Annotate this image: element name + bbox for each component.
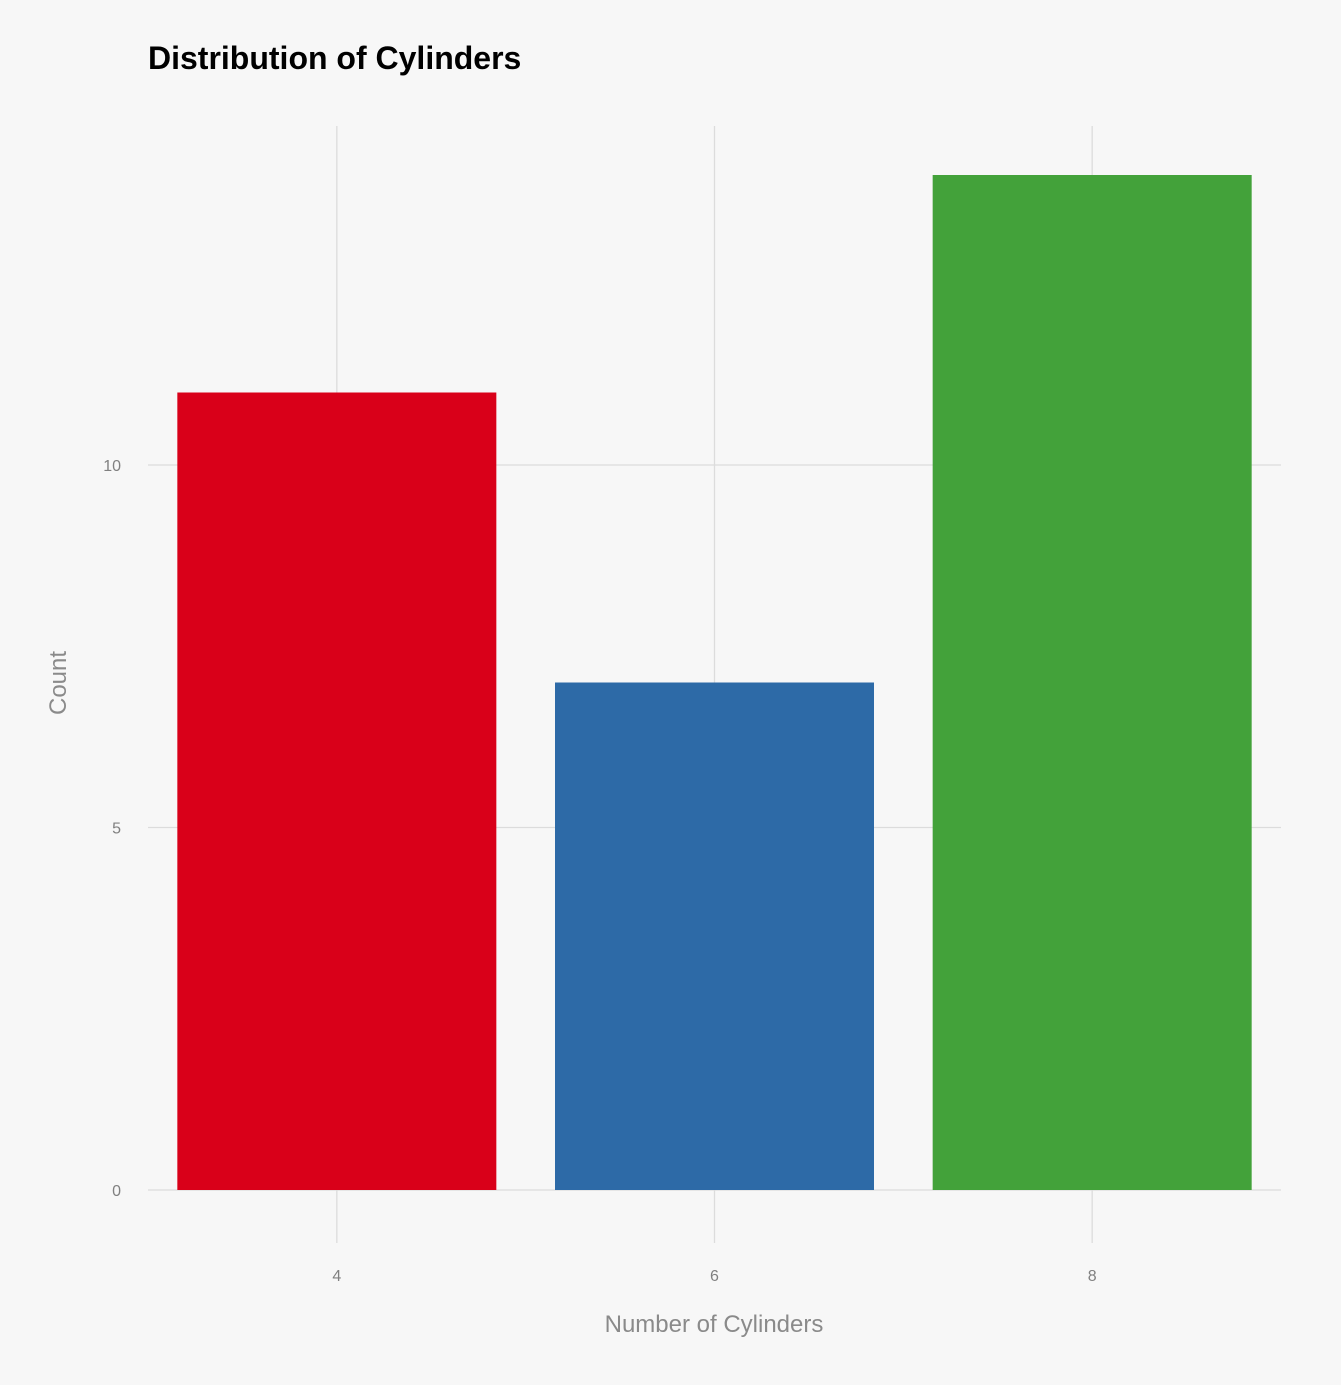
ticks-layer: 0 5 10 4 6 8	[103, 458, 1097, 1285]
bar-8	[932, 175, 1252, 1190]
y-tick-label: 10	[103, 458, 121, 475]
bars-layer	[177, 175, 1252, 1190]
chart-title: Distribution of Cylinders	[148, 40, 522, 76]
y-tick-label: 5	[112, 821, 121, 838]
bar-6	[555, 682, 874, 1190]
x-tick-label: 4	[332, 1268, 341, 1285]
bar-4	[177, 392, 497, 1190]
x-tick-label: 8	[1088, 1268, 1097, 1285]
y-tick-label: 0	[112, 1183, 121, 1200]
x-tick-label: 6	[710, 1268, 719, 1285]
y-axis-title: Count	[45, 651, 72, 715]
x-axis-title: Number of Cylinders	[605, 1311, 824, 1338]
